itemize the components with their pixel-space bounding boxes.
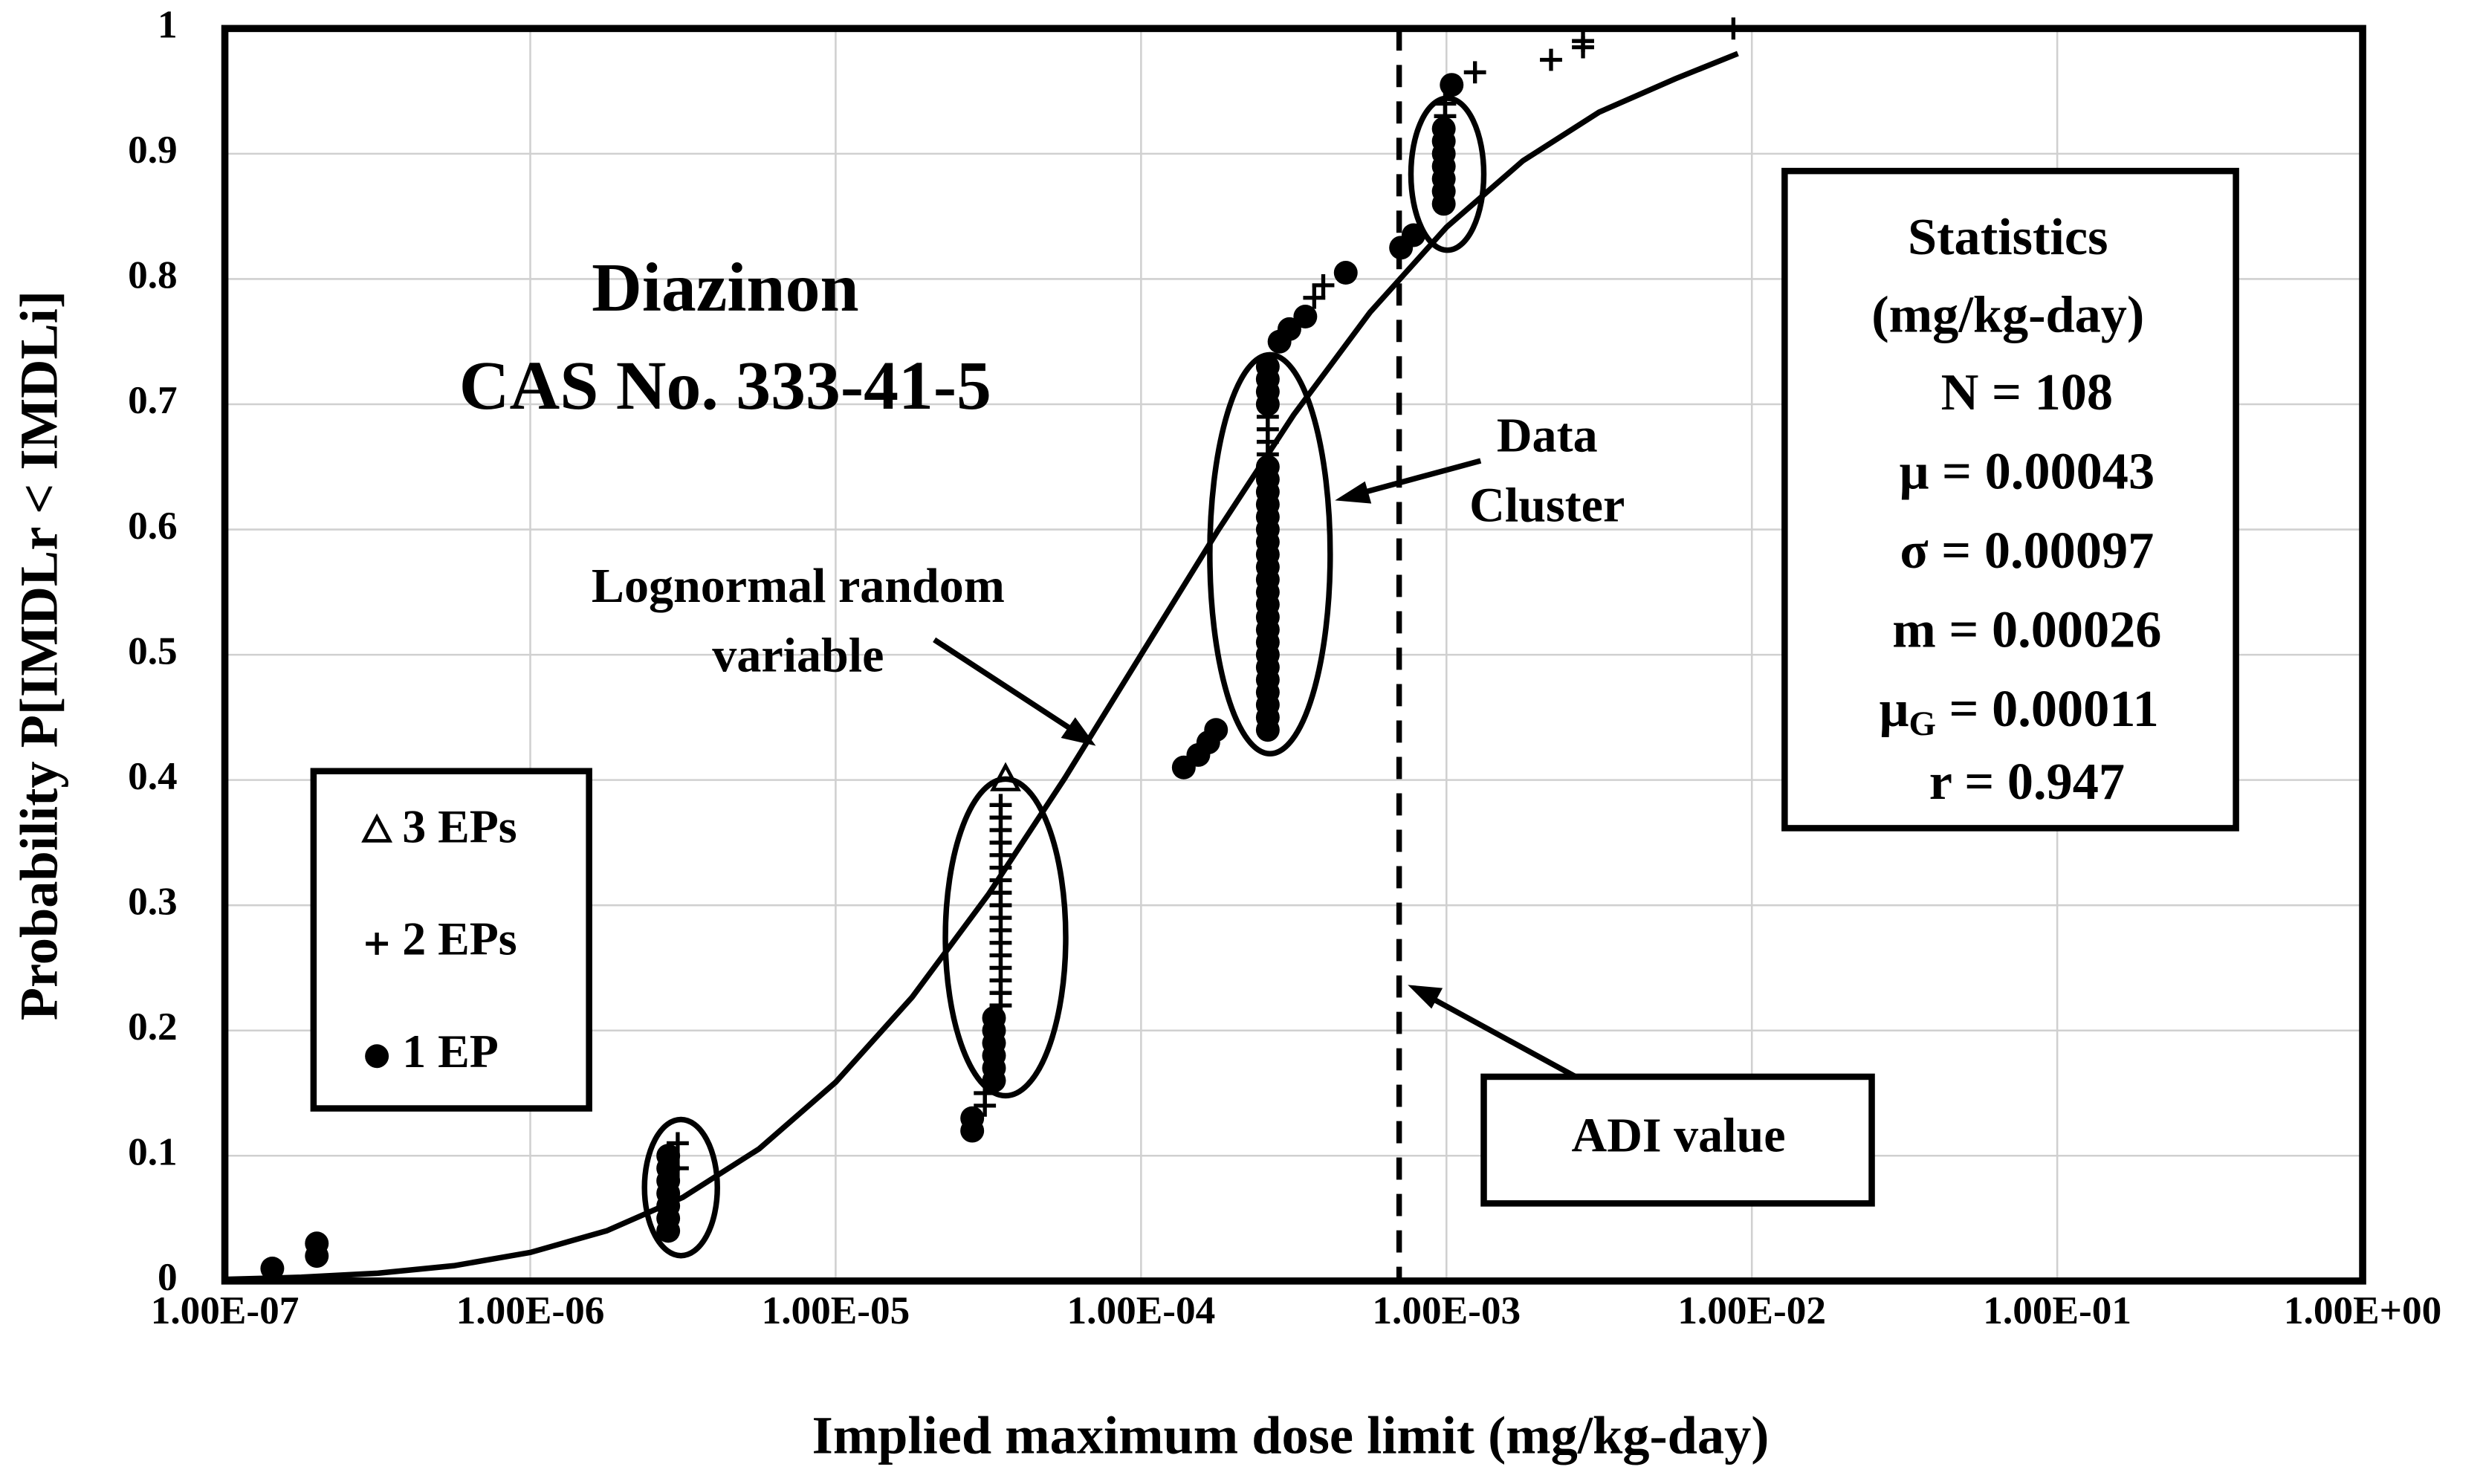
x-axis-title: Implied maximum dose limit (mg/kg-day)	[812, 1405, 1770, 1465]
data-point	[982, 1005, 1006, 1030]
statistics-title: Statistics	[1908, 208, 2108, 266]
y-tick-label: 0.8	[128, 253, 178, 297]
data-point	[1255, 455, 1280, 479]
fitted-curve	[224, 51, 1739, 1283]
data-point	[1204, 718, 1228, 742]
x-tick-label: 1.00E-05	[762, 1289, 910, 1332]
cluster-ellipse	[1207, 351, 1333, 756]
legend-label: 3 EPs	[402, 800, 517, 852]
x-tick-label: 1.00E+00	[2284, 1289, 2441, 1332]
y-tick-label: 0.1	[128, 1130, 178, 1174]
legend-label: 2 EPs	[402, 913, 517, 965]
data-point	[1572, 30, 1594, 53]
statistic-subscript: G	[1909, 704, 1936, 743]
legend-box	[310, 768, 592, 1112]
cluster-label: Data	[1497, 409, 1598, 463]
x-tick-label: 1.00E-07	[151, 1289, 300, 1332]
arrow	[1345, 458, 1482, 500]
arrow	[1417, 988, 1577, 1080]
y-tick-label: 0.9	[128, 128, 178, 172]
data-point	[260, 1256, 285, 1280]
curve-label: Lognormal random	[592, 559, 1005, 613]
data-point	[1463, 61, 1486, 84]
statistic: N = 108	[1941, 363, 2113, 421]
x-tick-label: 1.00E-01	[1983, 1289, 2131, 1332]
statistic-value: = 0.00011	[1936, 680, 2159, 738]
data-point	[1431, 117, 1456, 141]
y-tick-label: 0.3	[128, 879, 178, 923]
y-tick-label: 0.2	[128, 1005, 178, 1049]
plot-frame	[221, 25, 2366, 1285]
y-tick-label: 0.5	[128, 629, 178, 673]
data-point	[1440, 73, 1464, 97]
data-point	[1255, 354, 1280, 379]
data-point	[1277, 317, 1301, 341]
data-point	[305, 1231, 329, 1256]
compound-name: Diazinon	[592, 249, 858, 326]
legend-label: 1 EP	[402, 1025, 499, 1078]
adi-box	[1480, 1073, 1875, 1207]
data-point	[960, 1106, 985, 1130]
data-point	[1540, 48, 1562, 71]
x-tick-label: 1.00E-06	[456, 1289, 605, 1332]
statistic: r = 0.947	[1929, 753, 2125, 811]
y-tick-label: 0.7	[128, 378, 178, 422]
statistic-symbol: μ	[1880, 680, 1909, 738]
arrow-head	[1335, 481, 1372, 504]
arrow-head	[1061, 717, 1096, 746]
data-point	[1293, 305, 1318, 328]
data-point	[1333, 261, 1358, 285]
arrow	[933, 637, 1091, 744]
x-tick-label: 1.00E-02	[1677, 1289, 1826, 1332]
curve-label: variable	[712, 629, 884, 683]
data-point	[989, 794, 1012, 817]
plot-area	[224, 17, 1745, 1283]
adi-label: ADI value	[1572, 1108, 1786, 1162]
cluster-label: Cluster	[1469, 478, 1625, 532]
statistic: m = 0.00026	[1892, 601, 2161, 659]
arrow-head	[1408, 985, 1443, 1009]
statistic: μ = 0.00043	[1900, 443, 2155, 501]
legend-symbol	[361, 813, 393, 843]
statistic: μG = 0.00011	[1880, 680, 2159, 743]
cas-number: CAS No. 333-41-5	[459, 347, 991, 424]
y-tick-label: 1	[158, 3, 178, 47]
statistic: σ = 0.00097	[1900, 522, 2154, 580]
y-tick-label: 0.6	[128, 504, 178, 548]
y-axis-title: Probability P[IMDLr < IMDLi]	[8, 291, 68, 1020]
data-point	[1312, 273, 1335, 297]
legend: 3 EPs 2 EPs 1 EP	[361, 800, 517, 1078]
statistics-units: (mg/kg-day)	[1871, 286, 2144, 344]
data-point	[656, 1144, 681, 1168]
statistics-box	[1781, 167, 2239, 832]
cluster-ellipse	[1408, 95, 1487, 253]
cluster-ellipse	[641, 1116, 720, 1259]
legend-symbol	[365, 1044, 389, 1069]
data-point	[1303, 286, 1326, 309]
x-tick-label: 1.00E-04	[1067, 1289, 1216, 1332]
legend-symbol	[366, 933, 389, 955]
cluster-ellipse	[942, 776, 1069, 1099]
x-tick-label: 1.00E-03	[1372, 1289, 1521, 1332]
y-tick-label: 0	[158, 1255, 178, 1299]
y-tick-label: 0.4	[128, 754, 178, 798]
